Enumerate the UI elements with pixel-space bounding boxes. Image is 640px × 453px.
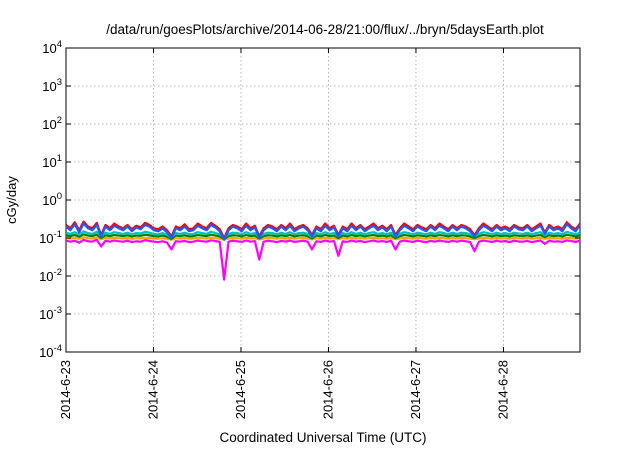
- tick-labels: 10-410-310-210-11001011021031042014-6-23…: [39, 39, 510, 419]
- y-tick-base: 10: [42, 79, 56, 94]
- y-tick-exponent: -4: [54, 343, 62, 354]
- y-tick-exponent: 3: [57, 77, 62, 88]
- x-tick-label: 2014-6-26: [320, 360, 335, 419]
- y-tick-exponent: 4: [57, 39, 62, 50]
- y-axis-label: cGy/day: [4, 176, 19, 224]
- y-tick-label: 104: [42, 39, 62, 56]
- series-line-4: [65, 220, 581, 240]
- y-tick-base: 10: [42, 155, 56, 170]
- series-line-2: [65, 233, 581, 241]
- y-tick-base: 10: [42, 193, 56, 208]
- series-line-0: [65, 238, 581, 281]
- y-tick-exponent: 2: [57, 115, 62, 126]
- y-tick-exponent: 0: [57, 191, 62, 202]
- x-tick-label: 2014-6-28: [495, 360, 510, 419]
- x-tick-label: 2014-6-23: [58, 360, 73, 419]
- y-tick-exponent: 1: [57, 153, 62, 164]
- x-tick-label: 2014-6-24: [145, 360, 160, 419]
- y-tick-base: 10: [39, 345, 53, 360]
- series-line-1: [65, 236, 581, 241]
- y-tick-label: 101: [42, 153, 62, 170]
- y-tick-base: 10: [42, 117, 56, 132]
- y-tick-exponent: -2: [54, 267, 62, 278]
- y-tick-label: 10-4: [39, 343, 62, 360]
- y-tick-label: 100: [42, 191, 62, 208]
- x-tick-label: 2014-6-27: [408, 360, 423, 419]
- y-tick-exponent: -1: [54, 229, 62, 240]
- y-tick-base: 10: [39, 307, 53, 322]
- y-tick-base: 10: [39, 231, 53, 246]
- y-tick-exponent: -3: [54, 305, 62, 316]
- y-tick-label: 10-2: [39, 267, 62, 284]
- y-tick-label: 10-1: [39, 229, 62, 246]
- y-tick-label: 103: [42, 77, 62, 94]
- x-axis-label: Coordinated Universal Time (UTC): [219, 430, 426, 445]
- series-layer: [65, 220, 581, 281]
- x-tick-label: 2014-6-25: [233, 360, 248, 419]
- y-tick-label: 102: [42, 115, 62, 132]
- series-line-3: [65, 230, 581, 240]
- grid: [66, 48, 580, 352]
- y-tick-base: 10: [39, 269, 53, 284]
- y-tick-base: 10: [42, 41, 56, 56]
- y-tick-label: 10-3: [39, 305, 62, 322]
- series-line-5: [65, 222, 581, 241]
- chart-title: /data/run/goesPlots/archive/2014-06-28/2…: [106, 22, 544, 37]
- ticks: [65, 47, 580, 353]
